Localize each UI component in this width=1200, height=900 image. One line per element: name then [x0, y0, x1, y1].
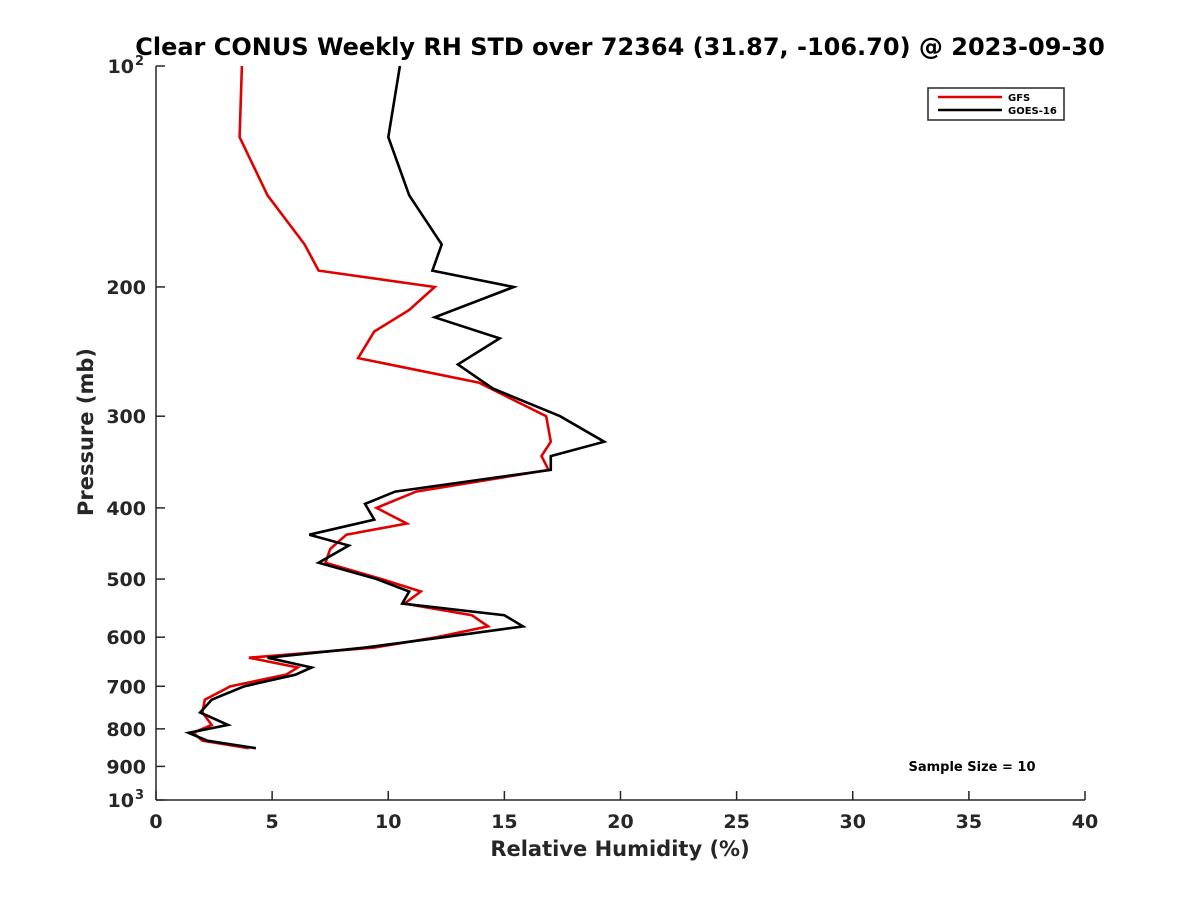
x-tick-label: 0: [149, 811, 162, 833]
legend-box: [927, 87, 1065, 121]
chart-title: Clear CONUS Weekly RH STD over 72364 (31…: [135, 33, 1105, 61]
legend-label-gfs: GFS: [1008, 93, 1030, 104]
sample-size-annotation: Sample Size = 10: [908, 760, 1035, 775]
x-tick-label: 35: [956, 811, 982, 833]
x-axis-label: Relative Humidity (%): [490, 837, 749, 861]
x-tick-label: 40: [1072, 811, 1098, 833]
y-tick-exponent: 2: [135, 54, 144, 69]
y-tick-label: 800: [106, 719, 146, 741]
x-tick-label: 15: [491, 811, 517, 833]
y-tick-label: 10: [108, 790, 134, 812]
x-tick-label: 30: [840, 811, 866, 833]
series-group: [184, 65, 608, 750]
legend-label-goes-16: GOES-16: [1008, 106, 1057, 117]
y-tick-label: 500: [106, 569, 146, 591]
y-tick-label: 700: [106, 676, 146, 698]
y-tick-label: 300: [106, 406, 146, 428]
series-line-goes-16: [184, 65, 608, 750]
legend: GFS GOES-16: [927, 87, 1065, 121]
y-tick-label: 900: [106, 756, 146, 778]
series-line-gfs: [190, 65, 553, 750]
y-tick-label: 400: [106, 498, 146, 520]
y-tick-label: 200: [106, 277, 146, 299]
x-tick-label: 5: [266, 811, 279, 833]
y-tick-exponent: 3: [135, 788, 144, 803]
x-tick-label: 20: [607, 811, 633, 833]
y-tick-label: 10: [108, 56, 134, 78]
y-axis-label: Pressure (mb): [74, 348, 98, 516]
x-axis: 0 5 10 15 20 25 30 35 40: [149, 791, 1098, 833]
y-tick-label: 600: [106, 627, 146, 649]
x-tick-label: 25: [723, 811, 749, 833]
x-tick-label: 10: [375, 811, 401, 833]
